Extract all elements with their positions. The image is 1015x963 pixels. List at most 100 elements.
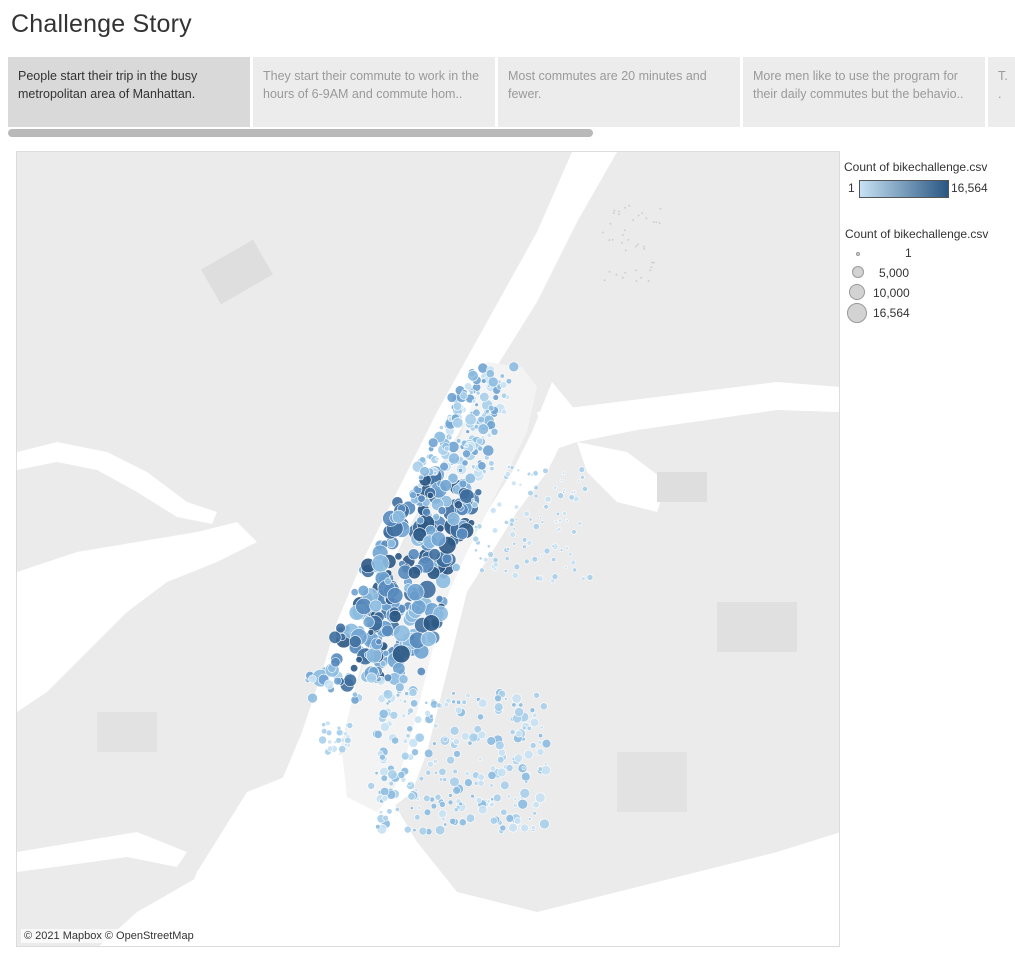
station-marker[interactable] (580, 576, 586, 582)
station-marker[interactable] (489, 783, 494, 788)
station-marker[interactable] (473, 725, 482, 734)
station-marker[interactable] (586, 574, 594, 581)
station-marker[interactable] (474, 524, 479, 530)
station-marker[interactable] (449, 776, 460, 787)
station-marker[interactable] (472, 535, 480, 543)
station-marker[interactable] (400, 751, 410, 761)
station-marker[interactable] (365, 647, 382, 664)
station-marker[interactable] (531, 556, 538, 563)
station-marker[interactable] (527, 490, 534, 497)
station-marker[interactable] (509, 465, 515, 470)
station-marker[interactable] (475, 390, 481, 396)
station-marker[interactable] (325, 720, 331, 726)
station-marker[interactable] (335, 737, 342, 744)
station-marker[interactable] (471, 501, 479, 509)
station-marker[interactable] (513, 504, 519, 510)
station-marker[interactable] (418, 775, 425, 782)
station-marker[interactable] (371, 554, 390, 573)
station-marker[interactable] (464, 771, 470, 777)
station-marker[interactable] (343, 673, 357, 687)
station-marker[interactable] (487, 404, 495, 412)
station-marker[interactable] (438, 777, 443, 782)
station-marker[interactable] (543, 547, 551, 555)
station-marker[interactable] (366, 672, 378, 684)
station-marker[interactable] (512, 527, 516, 531)
station-marker[interactable] (308, 674, 317, 684)
station-marker[interactable] (407, 792, 416, 801)
station-marker[interactable] (443, 702, 449, 708)
station-marker[interactable] (402, 699, 407, 704)
station-marker[interactable] (439, 461, 449, 472)
station-marker[interactable] (478, 757, 483, 762)
station-marker[interactable] (578, 466, 585, 473)
station-marker[interactable] (374, 771, 379, 776)
station-marker[interactable] (456, 527, 469, 540)
station-marker[interactable] (537, 740, 543, 745)
station-marker[interactable] (328, 630, 342, 644)
station-marker[interactable] (412, 527, 427, 542)
station-marker[interactable] (577, 521, 583, 526)
station-marker[interactable] (435, 824, 446, 836)
station-marker[interactable] (318, 735, 327, 745)
station-marker[interactable] (412, 828, 417, 833)
station-marker[interactable] (388, 609, 402, 623)
station-marker[interactable] (487, 376, 499, 388)
station-marker[interactable] (394, 552, 403, 561)
station-marker[interactable] (540, 520, 545, 525)
station-marker[interactable] (438, 801, 446, 808)
station-marker[interactable] (486, 799, 491, 804)
station-marker[interactable] (307, 692, 318, 704)
station-marker[interactable] (570, 559, 577, 566)
station-marker[interactable] (572, 567, 577, 573)
station-marker[interactable] (424, 700, 429, 705)
station-marker[interactable] (449, 817, 457, 825)
station-marker[interactable] (532, 712, 538, 718)
station-marker[interactable] (488, 460, 495, 467)
station-marker[interactable] (504, 471, 511, 478)
station-marker[interactable] (533, 485, 539, 491)
station-marker[interactable] (557, 527, 562, 532)
story-point-5[interactable]: T.. . (988, 57, 1015, 127)
station-marker[interactable] (441, 553, 453, 565)
station-marker[interactable] (442, 736, 448, 743)
station-marker[interactable] (407, 566, 421, 580)
station-marker[interactable] (375, 824, 381, 830)
station-marker[interactable] (551, 556, 557, 562)
station-marker[interactable] (378, 809, 384, 815)
station-marker[interactable] (529, 742, 537, 749)
station-marker[interactable] (379, 722, 390, 732)
station-marker[interactable] (394, 806, 400, 812)
station-marker[interactable] (343, 742, 348, 747)
station-marker[interactable] (428, 548, 441, 561)
station-marker[interactable] (398, 674, 409, 685)
station-marker[interactable] (458, 479, 468, 489)
station-marker[interactable] (513, 563, 521, 571)
station-marker[interactable] (532, 523, 540, 530)
station-marker[interactable] (496, 501, 503, 508)
map-attribution[interactable]: © 2021 Mapbox © OpenStreetMap (21, 929, 197, 943)
station-marker[interactable] (503, 568, 508, 573)
station-marker[interactable] (542, 467, 549, 475)
station-marker[interactable] (346, 722, 354, 729)
station-marker[interactable] (506, 547, 511, 551)
station-marker[interactable] (384, 577, 392, 586)
station-marker[interactable] (437, 506, 447, 515)
station-marker[interactable] (367, 628, 375, 636)
station-marker[interactable] (533, 493, 539, 499)
station-marker[interactable] (447, 799, 454, 806)
station-marker[interactable] (486, 544, 491, 549)
station-marker[interactable] (474, 488, 483, 497)
station-marker[interactable] (551, 544, 555, 548)
station-marker[interactable] (490, 507, 497, 514)
station-marker[interactable] (492, 556, 499, 563)
station-marker[interactable] (511, 702, 517, 708)
station-marker[interactable] (527, 817, 532, 821)
station-marker[interactable] (516, 468, 521, 473)
station-marker[interactable] (338, 745, 347, 754)
station-marker[interactable] (381, 624, 394, 638)
station-marker[interactable] (519, 787, 531, 799)
station-marker[interactable] (392, 644, 411, 664)
station-marker[interactable] (474, 402, 479, 407)
station-marker[interactable] (544, 495, 552, 503)
station-marker[interactable] (553, 485, 558, 490)
